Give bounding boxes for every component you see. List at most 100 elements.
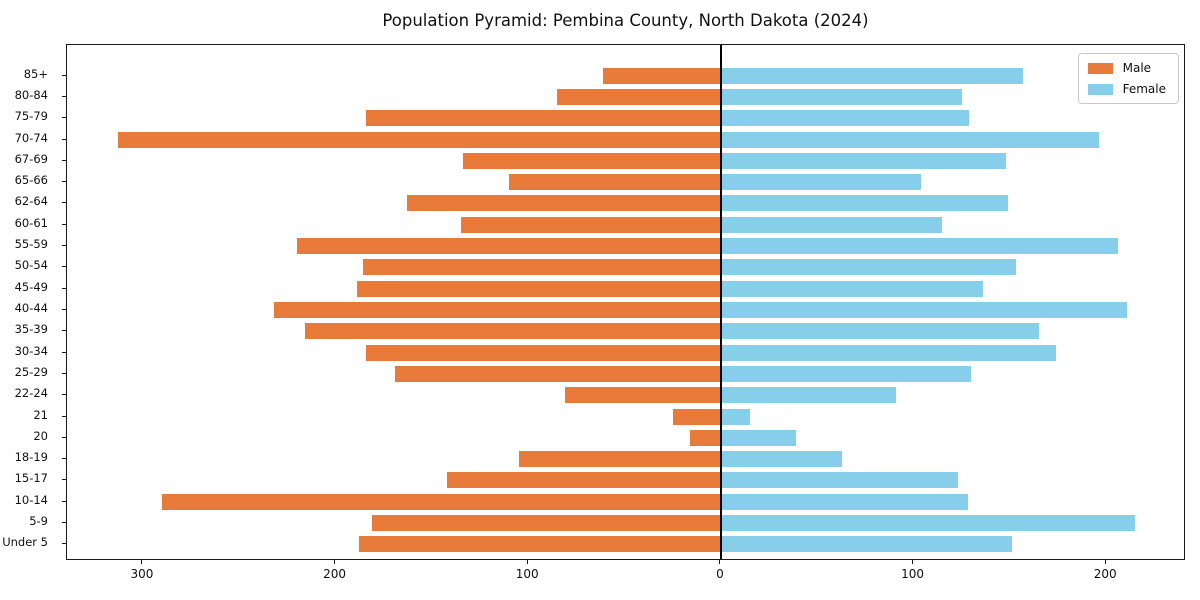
male-bar-21: [672, 408, 721, 425]
y-axis-label-55-59: 55-59: [14, 237, 48, 252]
female-bar-5-9: [720, 515, 1136, 532]
y-tick-mark: [62, 415, 66, 417]
female-bar-10-14: [720, 493, 968, 510]
legend-entry-male: Male: [1087, 61, 1166, 75]
y-axis-label-22-24: 22-24: [14, 386, 48, 401]
female-legend-label: Female: [1122, 82, 1166, 96]
x-axis-label-100: 100: [515, 567, 539, 581]
female-bar-20: [720, 429, 797, 446]
y-axis-label-80-84: 80-84: [14, 87, 48, 102]
x-axis-label-200: 200: [1093, 567, 1117, 581]
male-bar-45-49: [356, 280, 721, 297]
y-tick-mark: [62, 117, 66, 119]
male-bar-18-19: [518, 451, 721, 468]
y-axis-label-25-29: 25-29: [14, 364, 48, 379]
female-bar-Under 5: [720, 536, 1012, 553]
y-tick-mark: [62, 138, 66, 140]
female-bar-62-64: [720, 195, 1008, 212]
y-tick-mark: [62, 245, 66, 247]
female-bar-85+: [720, 67, 1024, 84]
x-axis-label-0: 0: [716, 567, 724, 581]
chart-title: Population Pyramid: Pembina County, Nort…: [382, 11, 869, 30]
y-tick-mark: [62, 95, 66, 97]
female-bar-35-39: [720, 323, 1039, 340]
y-tick-mark: [62, 522, 66, 524]
y-tick-mark: [62, 181, 66, 183]
female-bar-80-84: [720, 88, 962, 105]
y-axis-label-85+: 85+: [23, 66, 48, 81]
female-bar-25-29: [720, 365, 972, 382]
x-axis-label-100: 100: [901, 567, 925, 581]
legend-entry-female: Female: [1087, 82, 1166, 96]
male-bar-22-24: [564, 387, 721, 404]
y-axis-label-Under 5: Under 5: [2, 535, 48, 550]
male-bar-80-84: [557, 88, 721, 105]
y-axis-label-30-34: 30-34: [14, 343, 48, 358]
male-bar-75-79: [366, 110, 721, 127]
female-bar-75-79: [720, 110, 970, 127]
male-bar-25-29: [395, 365, 721, 382]
y-axis-label-45-49: 45-49: [14, 279, 48, 294]
y-axis-labels: 85+ 80-84 75-79 70-74 67-69 65-66 62-64 60-61 55…: [0, 64, 60, 554]
y-tick-mark: [62, 500, 66, 502]
female-bar-30-34: [720, 344, 1057, 361]
y-tick-mark: [62, 159, 66, 161]
y-tick-mark: [62, 74, 66, 76]
legend: Male Female: [1077, 53, 1179, 104]
male-bar-Under 5: [358, 536, 721, 553]
y-axis-label-15-17: 15-17: [14, 471, 48, 486]
x-tick-mark: [526, 560, 528, 564]
female-bar-55-59: [720, 238, 1118, 255]
female-bar-65-66: [720, 174, 922, 191]
male-bar-5-9: [372, 515, 721, 532]
male-bar-15-17: [447, 472, 721, 489]
female-bar-21: [720, 408, 750, 425]
female-bar-45-49: [720, 280, 983, 297]
y-tick-mark: [62, 479, 66, 481]
y-tick-mark: [62, 394, 66, 396]
y-tick-mark: [62, 309, 66, 310]
y-tick-mark: [62, 266, 66, 268]
y-tick-mark: [62, 202, 66, 204]
female-bar-15-17: [720, 472, 958, 489]
y-tick-mark: [62, 287, 66, 289]
male-bar-30-34: [366, 344, 721, 361]
zero-axis-line: [720, 45, 722, 559]
bars-layer: [67, 65, 1184, 555]
y-tick-mark: [62, 436, 66, 438]
y-tick-mark: [62, 458, 66, 460]
y-tick-mark: [62, 330, 66, 332]
female-bar-22-24: [720, 387, 897, 404]
x-axis-label-300: 300: [130, 567, 154, 581]
x-tick-mark: [719, 560, 721, 564]
y-axis-label-50-54: 50-54: [14, 258, 48, 273]
x-tick-mark: [141, 560, 143, 564]
male-bar-20: [690, 429, 721, 446]
y-axis-label-75-79: 75-79: [14, 109, 48, 124]
x-tick-mark: [912, 560, 914, 564]
y-axis-label-5-9: 5-9: [29, 514, 48, 529]
y-axis-label-40-44: 40-44: [14, 301, 48, 315]
y-axis-label-70-74: 70-74: [14, 130, 48, 145]
female-bar-50-54: [720, 259, 1016, 276]
male-bar-50-54: [362, 259, 721, 276]
male-bar-60-61: [460, 216, 721, 233]
male-bar-70-74: [117, 131, 721, 148]
male-bar-85+: [603, 67, 721, 84]
male-swatch-icon: [1087, 62, 1113, 74]
male-bar-40-44: [273, 302, 721, 318]
y-axis-label-62-64: 62-64: [14, 194, 48, 209]
y-axis-label-18-19: 18-19: [14, 450, 48, 465]
male-bar-67-69: [462, 152, 721, 169]
y-axis-label-21: 21: [33, 407, 48, 422]
female-bar-70-74: [720, 131, 1099, 148]
male-bar-62-64: [406, 195, 721, 212]
female-bar-60-61: [720, 216, 943, 233]
y-axis-label-65-66: 65-66: [14, 173, 48, 188]
x-tick-mark: [1104, 560, 1106, 564]
female-swatch-icon: [1087, 83, 1113, 95]
female-bar-67-69: [720, 152, 1007, 169]
y-tick-mark: [62, 372, 66, 374]
y-tick-mark: [62, 543, 66, 545]
